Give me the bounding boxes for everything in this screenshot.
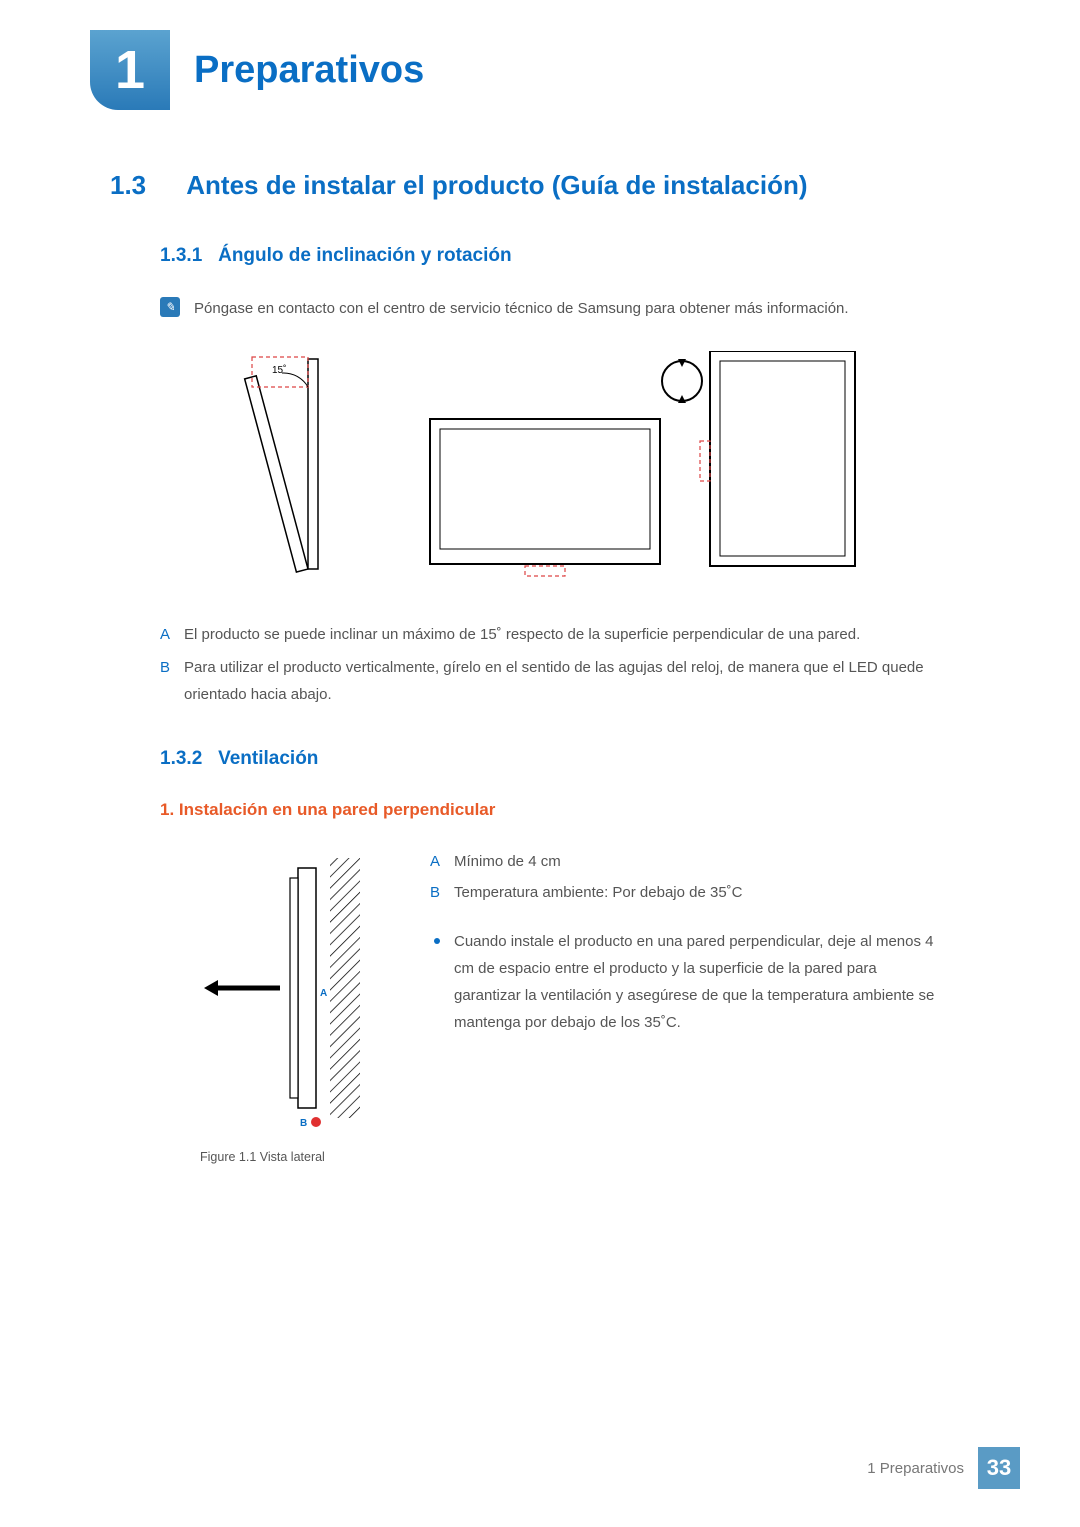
spec-label-b: B bbox=[430, 879, 454, 906]
footer-page-number: 33 bbox=[978, 1447, 1020, 1489]
list-text-b: Para utilizar el producto verticalmente,… bbox=[184, 654, 970, 708]
spec-text-a: Mínimo de 4 cm bbox=[454, 848, 561, 875]
subsection-2-title: Ventilación bbox=[218, 748, 318, 769]
subsection-2-number: 1.3.2 bbox=[160, 748, 202, 769]
section-number: 1.3 bbox=[110, 170, 170, 201]
list-item: B Para utilizar el producto verticalment… bbox=[160, 654, 970, 708]
bullet-item: Cuando instale el producto en una pared … bbox=[430, 928, 940, 1036]
spec-text-b: Temperatura ambiente: Por debajo de 35˚C bbox=[454, 879, 743, 906]
section-heading: 1.3 Antes de instalar el producto (Guía … bbox=[110, 170, 970, 201]
subsection-1-title: Ángulo de inclinación y rotación bbox=[218, 245, 511, 266]
spec-item: B Temperatura ambiente: Por debajo de 35… bbox=[430, 879, 940, 906]
footer-text: 1 Preparativos bbox=[867, 1460, 964, 1477]
note-icon: ✎ bbox=[160, 297, 180, 317]
page-footer: 1 Preparativos 33 bbox=[867, 1447, 1020, 1489]
bullet-text: Cuando instale el producto en una pared … bbox=[454, 928, 940, 1036]
tilt-rotation-notes: A El producto se puede inclinar un máxim… bbox=[160, 621, 970, 708]
tilt-rotation-diagram: 15˚ bbox=[200, 351, 970, 581]
bullet-dot-icon bbox=[434, 938, 440, 944]
page-content: 1.3 Antes de instalar el producto (Guía … bbox=[0, 110, 1080, 1164]
diagram-label-a: A bbox=[320, 988, 327, 999]
tilt-angle-label: 15˚ bbox=[272, 364, 286, 376]
tilt-diagram: 15˚ bbox=[200, 351, 340, 581]
subsection-1-heading: 1.3.1 Ángulo de inclinación y rotación bbox=[160, 245, 970, 267]
figure-caption: Figure 1.1 Vista lateral bbox=[200, 1150, 390, 1164]
list-label-b: B bbox=[160, 654, 184, 708]
note-text: Póngase en contacto con el centro de ser… bbox=[194, 297, 849, 321]
ventilation-section: A B Figure 1.1 Vista lateral A Mínimo de… bbox=[200, 848, 970, 1164]
page-header: 1 Preparativos bbox=[0, 0, 1080, 110]
subsection-2-heading: 1.3.2 Ventilación bbox=[160, 748, 970, 770]
ventilation-diagram-block: A B Figure 1.1 Vista lateral bbox=[200, 848, 390, 1164]
note-row: ✎ Póngase en contacto con el centro de s… bbox=[160, 297, 970, 321]
bullet-block: Cuando instale el producto en una pared … bbox=[430, 928, 940, 1036]
list-label-a: A bbox=[160, 621, 184, 648]
list-text-a: El producto se puede inclinar un máximo … bbox=[184, 621, 860, 648]
subsection-2-subheading: 1. Instalación en una pared perpendicula… bbox=[160, 800, 970, 820]
diagram-label-b: B bbox=[300, 1118, 307, 1129]
list-item: A El producto se puede inclinar un máxim… bbox=[160, 621, 970, 648]
section-title: Antes de instalar el producto (Guía de i… bbox=[186, 170, 807, 200]
ventilation-text: A Mínimo de 4 cm B Temperatura ambiente:… bbox=[430, 848, 970, 1036]
spec-label-a: A bbox=[430, 848, 454, 875]
subsection-1-number: 1.3.1 bbox=[160, 245, 202, 266]
rotation-diagram bbox=[420, 351, 860, 581]
ventilation-diagram: A B bbox=[200, 848, 390, 1138]
chapter-number-badge: 1 bbox=[90, 30, 170, 110]
chapter-title: Preparativos bbox=[194, 49, 424, 92]
spec-item: A Mínimo de 4 cm bbox=[430, 848, 940, 875]
